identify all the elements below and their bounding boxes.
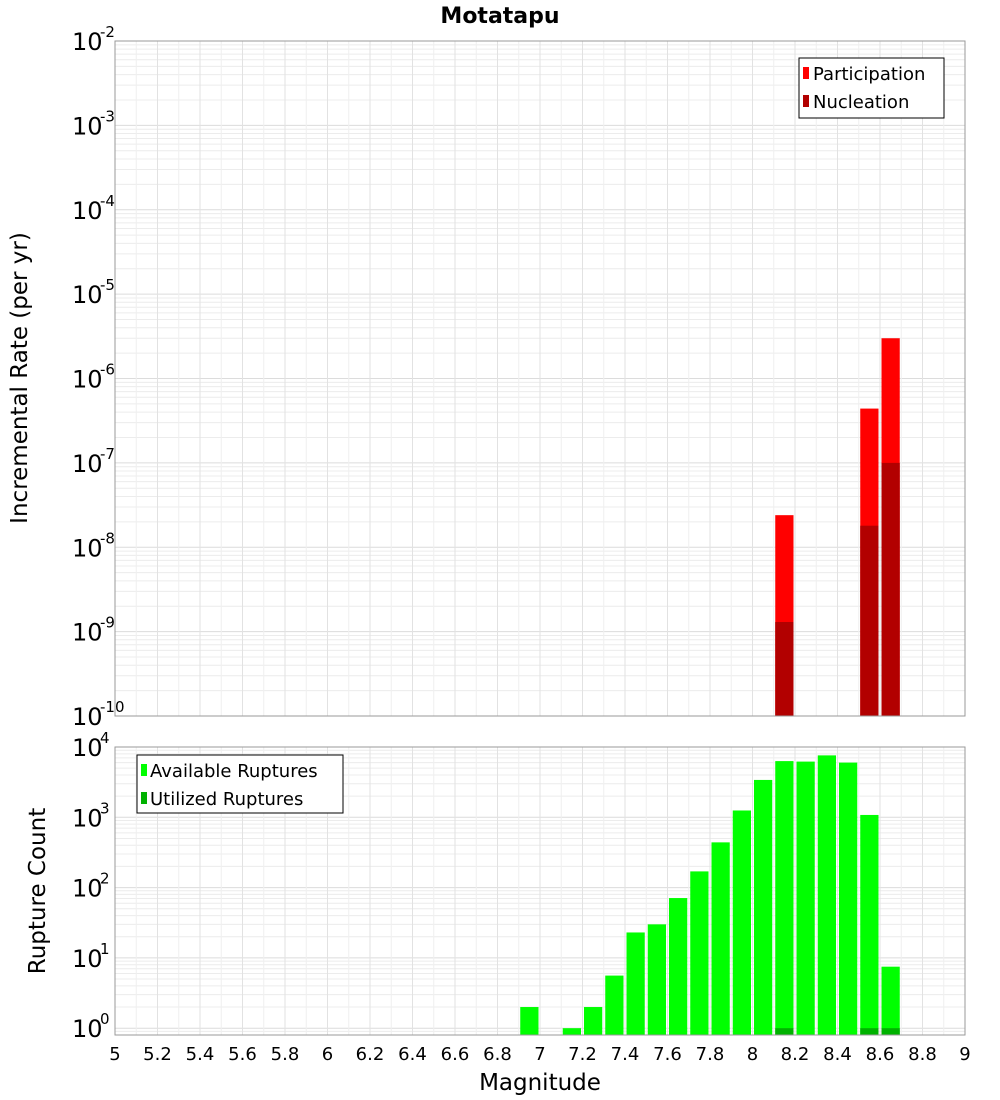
rupture-count-bar [732, 810, 751, 1035]
participation-ytick-exponent: -6 [100, 361, 115, 379]
rupture-count-bar [647, 924, 666, 1035]
rupture-count-bar [796, 761, 815, 1035]
x-tick-label: 5.8 [271, 1044, 300, 1065]
rupture-count-ytick-exponent: 0 [100, 1010, 110, 1028]
x-tick-label: 6.8 [483, 1044, 512, 1065]
legend-label-available: Available Ruptures [150, 761, 318, 782]
x-tick-label: 5 [109, 1044, 120, 1065]
participation-bar [860, 525, 879, 716]
bottom-bars [520, 755, 900, 1035]
participation-ytick-label: 10 [72, 112, 103, 140]
participation-ytick-label: 10 [72, 619, 103, 647]
top-bars [775, 338, 900, 716]
participation-ytick-exponent: -7 [100, 445, 115, 463]
x-axis-title: Magnitude [479, 1070, 601, 1096]
x-tick-label: 5.2 [143, 1044, 172, 1065]
x-tick-label: 5.4 [186, 1044, 215, 1065]
rupture-count-ytick-label: 10 [72, 1015, 103, 1043]
rupture-count-bar [562, 1028, 581, 1035]
participation-ytick-exponent: -2 [100, 23, 115, 41]
legend-swatch-nucleation [803, 95, 809, 107]
rupture-count-bar [711, 842, 730, 1035]
x-tick-label: 8 [747, 1044, 758, 1065]
rupture-count-ytick-label: 10 [72, 945, 103, 973]
legend-label-participation: Participation [813, 64, 925, 85]
rupture-count-bar [669, 898, 688, 1035]
top-legend-box [798, 57, 945, 119]
rupture-count-bar [881, 1028, 900, 1035]
participation-ytick-label: 10 [72, 450, 103, 478]
top-y-axis-title: Incremental Rate (per yr) [7, 232, 33, 524]
rupture-count-ytick-exponent: 3 [100, 799, 110, 817]
participation-ytick-exponent: -3 [100, 107, 115, 125]
x-tick-label: 7.2 [568, 1044, 597, 1065]
rupture-count-bar [584, 1007, 603, 1035]
rupture-count-bar [860, 1028, 879, 1035]
x-tick-label: 8.2 [781, 1044, 810, 1065]
x-tick-label: 7.4 [611, 1044, 640, 1065]
bottom-y-axis-title: Rupture Count [25, 808, 51, 974]
legend-swatch-participation [803, 67, 809, 79]
participation-ytick-label: 10 [72, 703, 103, 731]
rupture-count-bar [775, 761, 794, 1035]
bottom-legend: Available Ruptures Utilized Ruptures [136, 754, 344, 814]
participation-ytick-exponent: -10 [100, 698, 125, 716]
legend-label-utilized: Utilized Ruptures [150, 789, 303, 810]
rupture-count-bar [520, 1007, 539, 1035]
legend-label-nucleation: Nucleation [813, 92, 909, 113]
x-ticks: 5 5.2 5.4 5.6 5.8 6 6.2 6.4 6.6 6.8 7 7.2 7.4 7.6 7.8 8… [109, 1044, 970, 1065]
participation-ytick-label: 10 [72, 28, 103, 56]
rupture-count-bar [839, 762, 858, 1035]
rupture-count-ytick-exponent: 1 [100, 940, 110, 958]
x-tick-label: 8.8 [908, 1044, 937, 1065]
x-tick-label: 6.6 [441, 1044, 470, 1065]
rupture-count-bar [754, 779, 773, 1035]
participation-ytick-label: 10 [72, 197, 103, 225]
x-tick-label: 5.6 [228, 1044, 257, 1065]
x-tick-label: 6.2 [356, 1044, 385, 1065]
participation-ytick-exponent: -5 [100, 276, 115, 294]
rupture-count-ytick-label: 10 [72, 734, 103, 762]
rupture-count-bar [626, 932, 645, 1035]
x-tick-label: 7.6 [653, 1044, 682, 1065]
participation-bar [881, 462, 900, 716]
bottom-plot-border [114, 746, 966, 1036]
rupture-count-ytick-exponent: 4 [100, 729, 110, 747]
x-tick-label: 6.4 [398, 1044, 427, 1065]
x-tick-label: 9 [959, 1044, 970, 1065]
rupture-count-bar [817, 755, 836, 1035]
rupture-count-bar [881, 966, 900, 1035]
participation-ytick-exponent: -8 [100, 529, 115, 547]
rupture-count-bar [775, 1028, 794, 1035]
participation-ytick-label: 10 [72, 366, 103, 394]
participation-bar [775, 622, 794, 716]
chart-title: Motatapu [440, 4, 559, 29]
top-legend: Participation Nucleation [798, 57, 945, 119]
rupture-count-bar [860, 814, 879, 1035]
rupture-count-ytick-label: 10 [72, 875, 103, 903]
x-tick-label: 8.6 [866, 1044, 895, 1065]
rupture-count-ytick-label: 10 [72, 804, 103, 832]
x-tick-label: 6 [322, 1044, 333, 1065]
participation-ytick-exponent: -9 [100, 614, 115, 632]
rupture-count-bar [690, 871, 709, 1035]
legend-swatch-utilized [141, 792, 147, 804]
top-grid [114, 40, 966, 717]
participation-ytick-label: 10 [72, 281, 103, 309]
top-plot-border [114, 40, 966, 717]
legend-swatch-available [141, 764, 147, 776]
x-tick-label: 7.8 [696, 1044, 725, 1065]
participation-ytick-label: 10 [72, 534, 103, 562]
bottom-legend-box [136, 754, 344, 814]
x-tick-label: 7 [534, 1044, 545, 1065]
participation-ytick-exponent: -4 [100, 192, 115, 210]
rupture-count-ytick-exponent: 2 [100, 870, 110, 888]
x-tick-label: 8.4 [823, 1044, 852, 1065]
rupture-count-bar [605, 975, 624, 1035]
